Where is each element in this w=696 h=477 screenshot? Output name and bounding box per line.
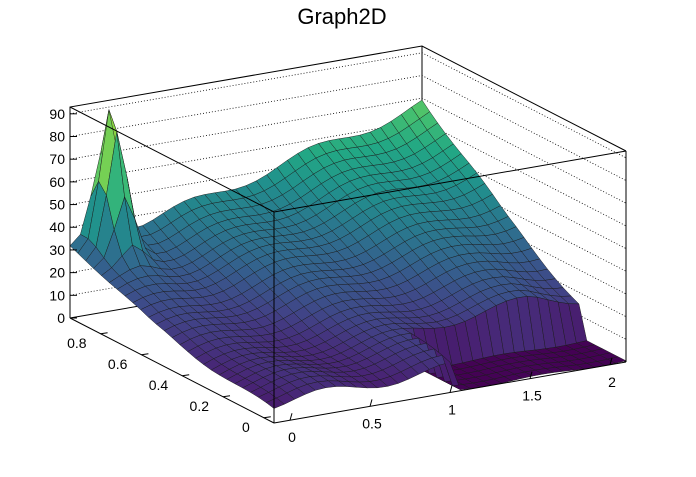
chart-title: Graph2D xyxy=(297,4,386,29)
x-tick-label: 2 xyxy=(608,374,616,390)
z-tick-label: 30 xyxy=(49,242,65,258)
x-tick-mark xyxy=(449,385,453,393)
y-tick-mark xyxy=(141,353,149,356)
x-axis-ticks: 0 0.5 1 1.5 2 xyxy=(288,357,616,445)
z-tick-label: 40 xyxy=(49,219,65,235)
y-tick-mark xyxy=(182,374,190,377)
x-tick-mark xyxy=(609,357,613,365)
x-tick-mark xyxy=(529,371,533,379)
x-tick-label: 0 xyxy=(288,429,296,445)
y-tick-label: 0.6 xyxy=(108,356,128,372)
z-tick-label: 10 xyxy=(49,287,65,303)
z-tick-label: 60 xyxy=(49,174,65,190)
x-tick-label: 1.5 xyxy=(522,388,542,404)
y-tick-mark xyxy=(100,332,108,335)
z-tick-label: 50 xyxy=(49,197,65,213)
front-box-top-left-edge xyxy=(69,106,275,213)
y-axis-ticks: 0 0.2 0.4 0.6 0.8 xyxy=(67,332,271,435)
x-tick-label: 1 xyxy=(448,402,456,418)
z-gridline xyxy=(69,97,627,204)
x-tick-label: 0.5 xyxy=(362,415,382,431)
z-axis-ticks: 0 10 20 30 40 50 60 70 80 90 xyxy=(49,106,77,326)
y-axis xyxy=(69,317,275,424)
z-tick-label: 0 xyxy=(57,310,65,326)
y-tick-label: 0 xyxy=(242,419,250,435)
z-tick-label: 90 xyxy=(49,106,65,122)
y-tick-mark xyxy=(263,416,271,419)
z-gridline xyxy=(69,52,627,159)
y-tick-label: 0.8 xyxy=(67,335,87,351)
z-tick-label: 70 xyxy=(49,151,65,167)
front-box-top-right-edge xyxy=(273,150,627,213)
y-tick-label: 0.4 xyxy=(149,377,169,393)
z-tick-label: 20 xyxy=(49,265,65,281)
surface-cell xyxy=(607,356,627,364)
surface-mesh xyxy=(69,99,627,409)
z-tick-label: 80 xyxy=(49,128,65,144)
x-tick-mark xyxy=(289,413,293,421)
y-tick-label: 0.2 xyxy=(190,398,210,414)
x-tick-mark xyxy=(369,399,373,407)
y-tick-mark xyxy=(222,395,231,398)
z-gridline xyxy=(69,75,627,181)
